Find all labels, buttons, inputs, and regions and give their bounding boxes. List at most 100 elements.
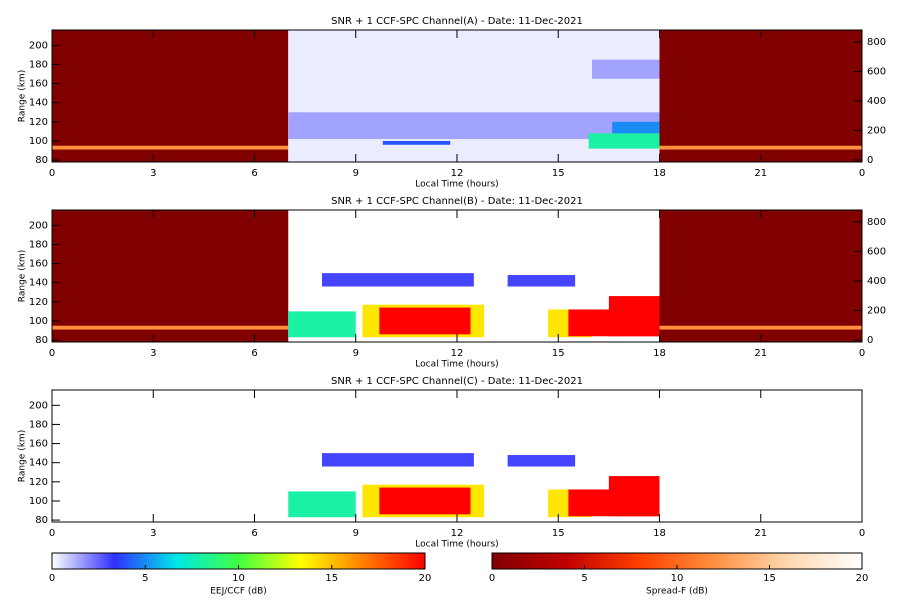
x-tick-label: 12 [451,348,464,359]
x-tick-label: 0 [859,348,865,359]
heat-cell [52,145,289,150]
x-tick-label: 0 [49,528,55,539]
y2-tick-label: 400 [867,96,886,107]
heat-cell [288,491,356,518]
y2-tick-label: 600 [867,246,886,257]
x-tick-label: 6 [251,528,257,539]
y2-tick-label: 600 [867,66,886,77]
x-tick-label: 18 [653,348,666,359]
y-tick-label: 180 [29,239,48,250]
y-axis-label: Range (km) [18,250,28,302]
y2-tick-label: 200 [867,125,886,136]
x-axis-label: Local Time (hours) [415,360,498,370]
y-tick-label: 140 [29,458,48,469]
x-tick-label: 0 [859,528,865,539]
heat-cell [52,325,289,330]
panel-title: SNR + 1 CCF-SPC Channel(A) - Date: 11-De… [331,16,583,27]
x-tick-label: 15 [552,348,565,359]
y-tick-label: 80 [35,335,48,346]
y-tick-label: 160 [29,259,48,270]
y-tick-label: 120 [29,297,48,308]
y-tick-label: 100 [29,136,48,147]
y-axis-label: Range (km) [18,70,28,122]
y-tick-label: 100 [29,496,48,507]
heat-cell [382,140,451,145]
colorbar-tick-label: 5 [142,573,148,584]
y-tick-label: 200 [29,40,48,51]
heat-cell [507,275,576,287]
x-tick-label: 6 [251,348,257,359]
plot-area [52,30,862,162]
plot-area [52,210,862,342]
x-tick-label: 15 [552,168,565,179]
y-tick-label: 80 [35,155,48,166]
colorbar-tick-label: 10 [671,573,684,584]
y-tick-label: 80 [35,515,48,526]
y-tick-label: 160 [29,79,48,90]
colorbar-tick-label: 15 [763,573,776,584]
y-tick-label: 100 [29,316,48,327]
heat-cell [659,145,862,150]
x-tick-label: 9 [353,528,359,539]
y2-tick-label: 800 [867,217,886,228]
heat-cell [379,307,471,335]
x-tick-label: 9 [353,168,359,179]
y-tick-label: 160 [29,439,48,450]
y2-tick-label: 800 [867,37,886,48]
heat-cell [659,30,862,162]
heat-cell [379,487,471,515]
x-axis-label: Local Time (hours) [415,540,498,550]
x-tick-label: 15 [552,528,565,539]
colorbar-tick-label: 5 [581,573,587,584]
x-tick-label: 21 [754,168,767,179]
heat-cell [612,121,660,134]
y-tick-label: 140 [29,98,48,109]
heat-cell [52,210,289,342]
x-tick-label: 21 [754,528,767,539]
y2-tick-label: 0 [867,155,873,166]
heat-cell [608,476,660,517]
y2-tick-label: 0 [867,335,873,346]
colorbar-tick-label: 0 [489,573,495,584]
y-tick-label: 200 [29,400,48,411]
x-tick-label: 18 [653,528,666,539]
x-tick-label: 21 [754,348,767,359]
x-tick-label: 9 [353,348,359,359]
y-tick-label: 120 [29,117,48,128]
heat-cell [507,455,576,467]
colorbar-tick-label: 15 [325,573,338,584]
x-tick-label: 0 [49,348,55,359]
colorbar-tick-label: 20 [856,573,869,584]
x-tick-label: 6 [251,168,257,179]
heat-cell [608,296,660,337]
colorbar-tick-label: 0 [49,573,55,584]
panel-title: SNR + 1 CCF-SPC Channel(B) - Date: 11-De… [331,196,583,207]
heat-cell [592,59,660,79]
x-tick-label: 0 [49,168,55,179]
x-tick-label: 12 [451,528,464,539]
y-tick-label: 120 [29,477,48,488]
y-tick-label: 180 [29,419,48,430]
panel-title: SNR + 1 CCF-SPC Channel(C) - Date: 11-De… [331,376,583,387]
colorbar-label: EEJ/CCF (dB) [210,587,267,597]
heat-cell [659,325,862,330]
x-tick-label: 18 [653,168,666,179]
y2-tick-label: 200 [867,305,886,316]
heat-cell [52,30,289,162]
x-axis-label: Local Time (hours) [415,180,498,190]
plot-area [288,453,660,518]
x-tick-label: 3 [150,348,156,359]
heat-cell [588,133,660,149]
heat-cell [659,210,862,342]
x-tick-label: 3 [150,528,156,539]
heat-cell [288,311,356,338]
x-tick-label: 0 [859,168,865,179]
colorbar-tick-label: 20 [419,573,432,584]
y-tick-label: 140 [29,278,48,289]
heat-cell [322,273,474,287]
x-tick-label: 12 [451,168,464,179]
heat-cell [322,453,474,467]
colorbar-label: Spread-F (dB) [646,587,708,597]
